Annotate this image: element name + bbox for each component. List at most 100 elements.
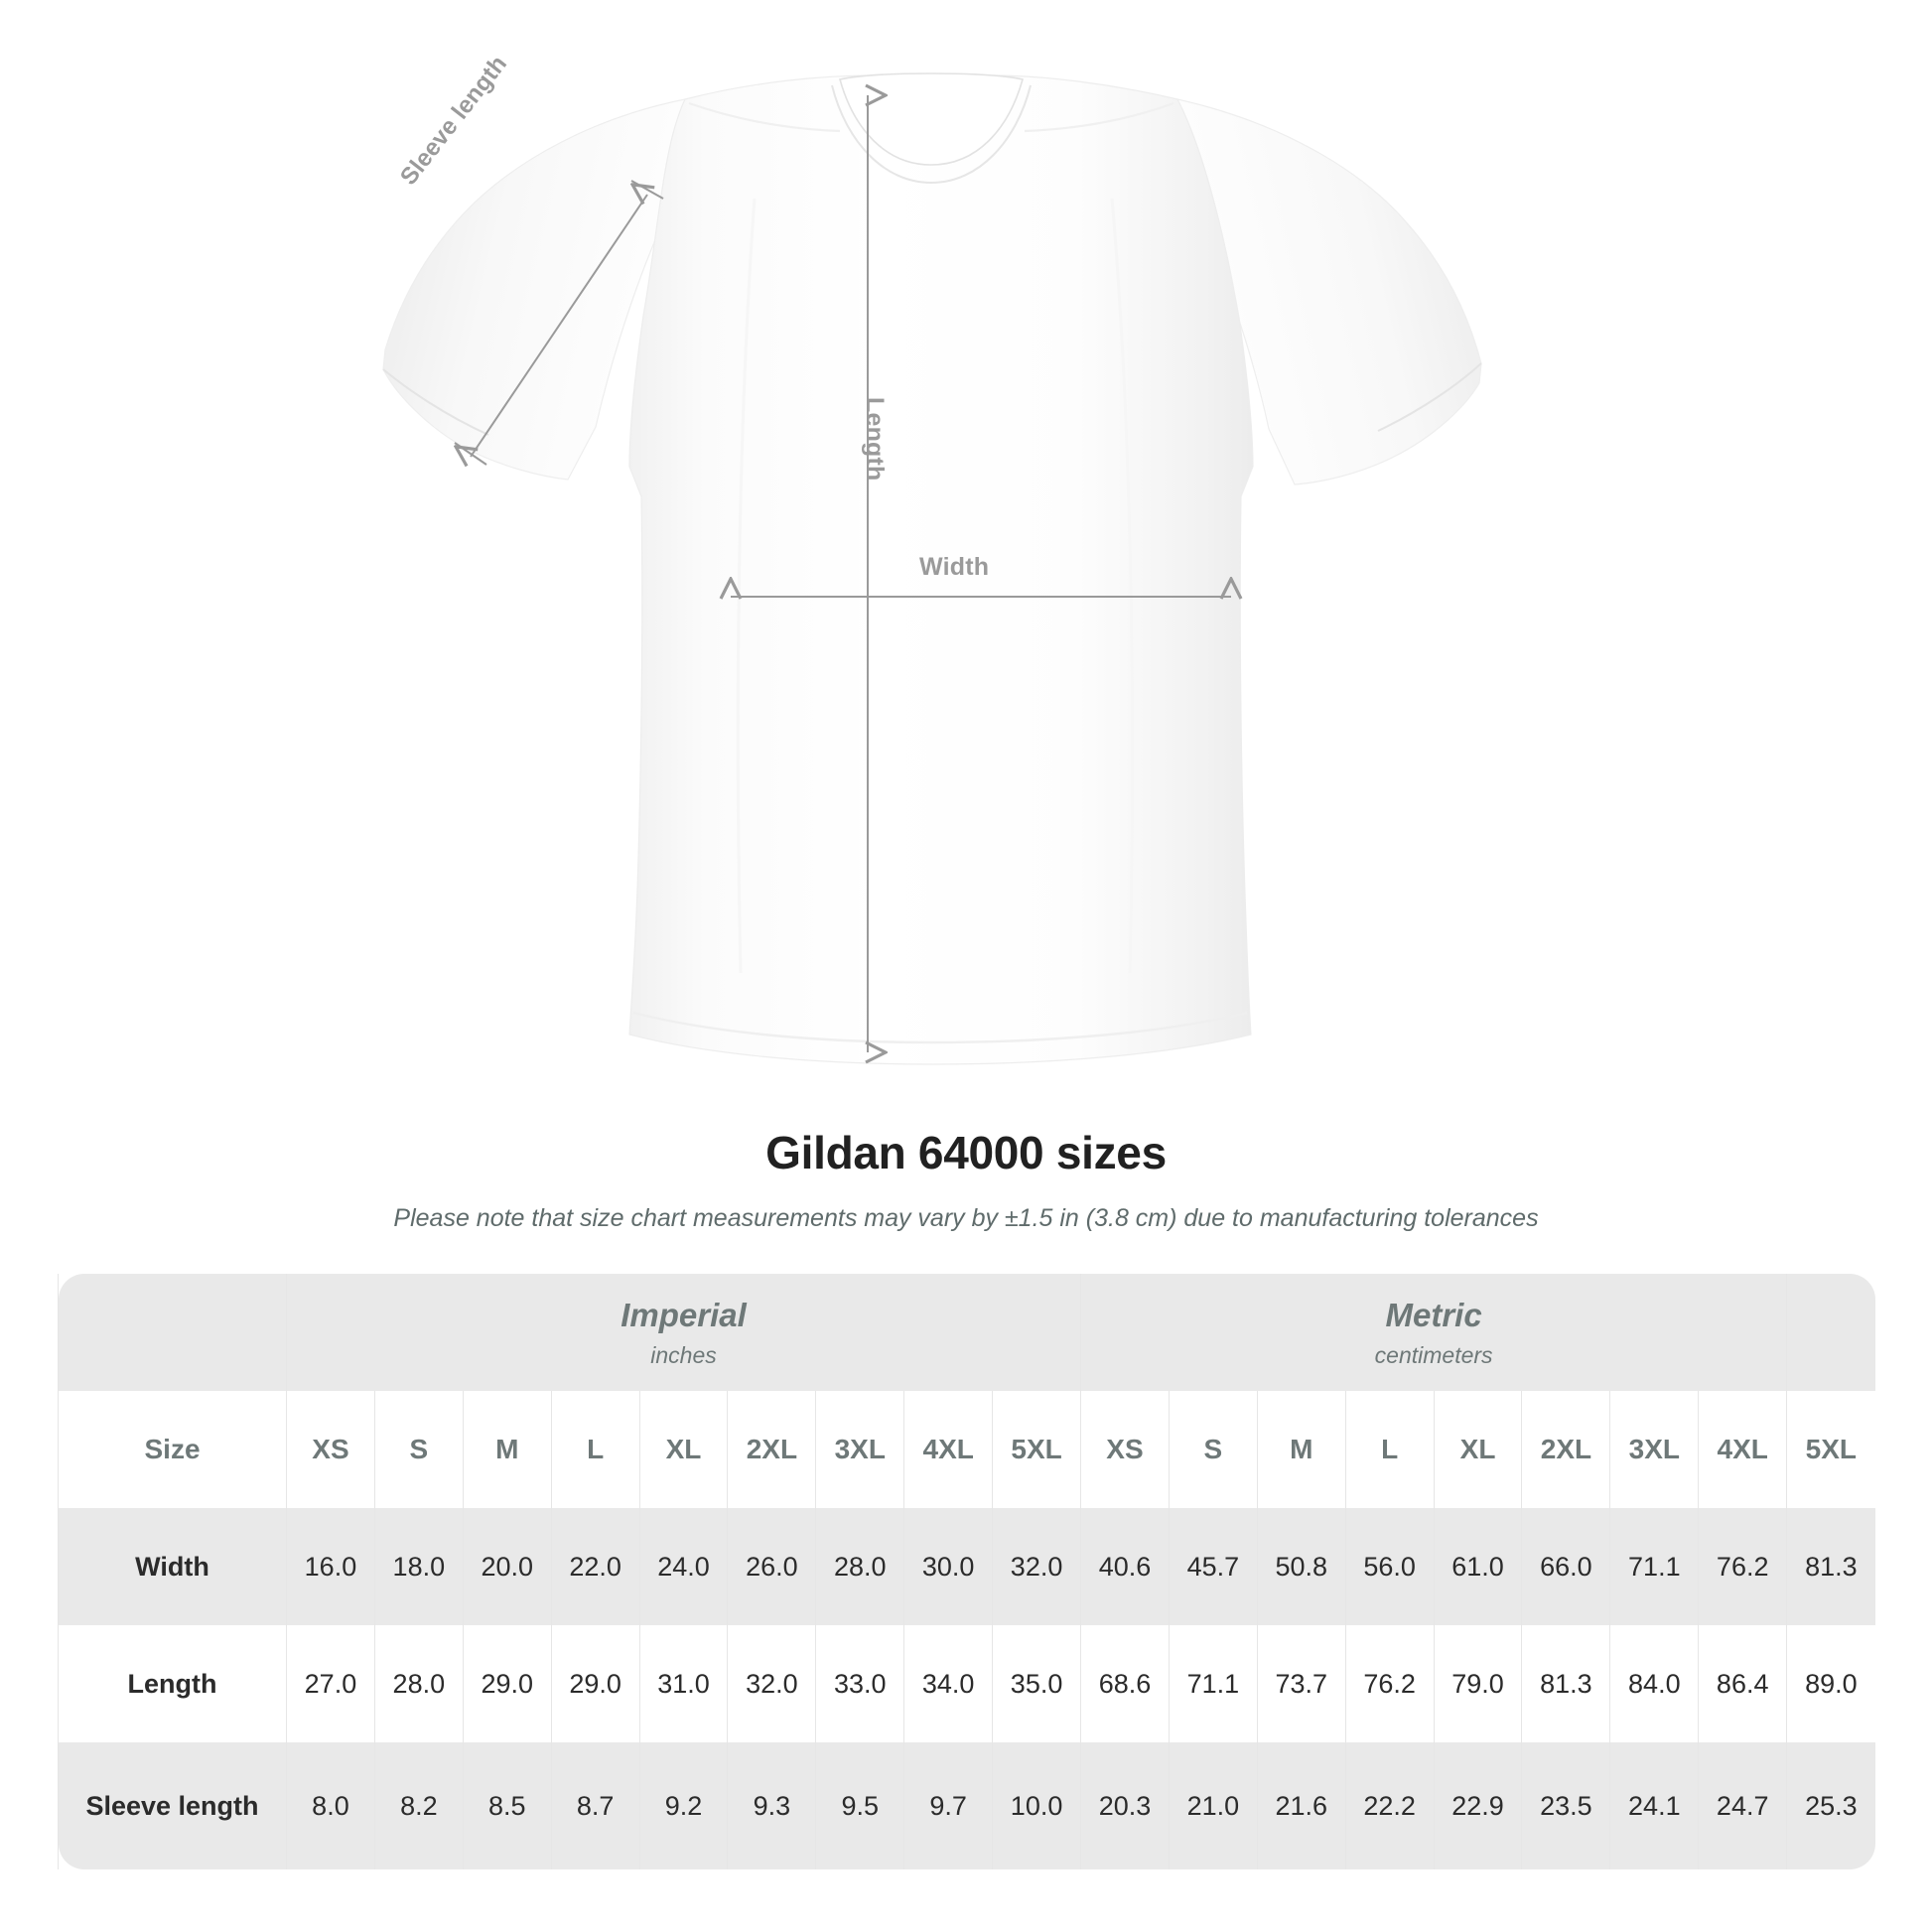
cell-width-imperial-xl: 24.0 xyxy=(638,1508,728,1625)
cell-length-metric-s: 71.1 xyxy=(1168,1625,1258,1742)
size-header-metric-5xl: 5XL xyxy=(1786,1391,1875,1508)
size-header-metric-xl: XL xyxy=(1433,1391,1522,1508)
cell-length-metric-xl: 79.0 xyxy=(1433,1625,1522,1742)
cell-length-metric-l: 76.2 xyxy=(1344,1625,1435,1742)
cell-sleeve-metric-xs: 20.3 xyxy=(1080,1742,1170,1869)
tshirt-bottom-hem xyxy=(632,1011,1248,1044)
unit-group-imperial-name: Imperial xyxy=(621,1296,747,1333)
size-header-metric-xs: XS xyxy=(1080,1391,1170,1508)
cell-sleeve-metric-4xl: 24.7 xyxy=(1698,1742,1787,1869)
tshirt-right-cuff xyxy=(1377,362,1482,432)
unit-header-end xyxy=(1786,1274,1875,1391)
cell-sleeve-metric-m: 21.6 xyxy=(1256,1742,1346,1869)
cell-width-metric-xl: 61.0 xyxy=(1433,1508,1522,1625)
cell-width-metric-l: 56.0 xyxy=(1344,1508,1435,1625)
unit-group-imperial: Imperial inches xyxy=(285,1274,1081,1391)
cell-sleeve-metric-xl: 22.9 xyxy=(1433,1742,1522,1869)
cell-length-metric-2xl: 81.3 xyxy=(1521,1625,1610,1742)
length-label: Length xyxy=(861,397,889,482)
cell-width-imperial-5xl: 32.0 xyxy=(992,1508,1081,1625)
cell-sleeve-imperial-xs: 8.0 xyxy=(286,1742,375,1869)
size-header-imperial-5xl: 5XL xyxy=(992,1391,1081,1508)
row-label-length: Length xyxy=(58,1625,287,1742)
cell-length-imperial-xs: 27.0 xyxy=(286,1625,375,1742)
cell-length-imperial-xl: 31.0 xyxy=(638,1625,728,1742)
cell-width-metric-5xl: 81.3 xyxy=(1786,1508,1875,1625)
chart-heading: Gildan 64000 sizes Please note that size… xyxy=(0,1122,1932,1235)
cell-sleeve-metric-2xl: 23.5 xyxy=(1521,1742,1610,1869)
cell-width-imperial-3xl: 28.0 xyxy=(815,1508,904,1625)
cell-length-imperial-l: 29.0 xyxy=(550,1625,640,1742)
table-row-length: Length 27.0 28.0 29.0 29.0 31.0 32.0 33.… xyxy=(58,1625,1875,1742)
size-header-imperial-xl: XL xyxy=(638,1391,728,1508)
size-header-imperial-l: L xyxy=(550,1391,640,1508)
unit-header-row: Imperial inches Metric centimeters xyxy=(58,1274,1875,1391)
width-label: Width xyxy=(919,553,990,581)
size-row-label: Size xyxy=(58,1391,287,1508)
cell-width-metric-xs: 40.6 xyxy=(1080,1508,1170,1625)
cell-length-metric-xs: 68.6 xyxy=(1080,1625,1170,1742)
tshirt-shoulder-seam-left xyxy=(688,101,841,133)
cell-sleeve-metric-l: 22.2 xyxy=(1344,1742,1435,1869)
size-header-imperial-3xl: 3XL xyxy=(815,1391,904,1508)
size-header-metric-s: S xyxy=(1168,1391,1258,1508)
cell-sleeve-imperial-3xl: 9.5 xyxy=(815,1742,904,1869)
size-header-imperial-s: S xyxy=(373,1391,464,1508)
size-header-imperial-xs: XS xyxy=(286,1391,375,1508)
tshirt-collar-stitch xyxy=(831,84,1032,185)
cell-width-metric-4xl: 76.2 xyxy=(1698,1508,1787,1625)
size-header-metric-m: M xyxy=(1256,1391,1346,1508)
cell-length-imperial-m: 29.0 xyxy=(462,1625,552,1742)
cell-width-metric-2xl: 66.0 xyxy=(1521,1508,1610,1625)
size-header-imperial-4xl: 4XL xyxy=(903,1391,993,1508)
tolerance-note: Please note that size chart measurements… xyxy=(393,1204,1539,1233)
tshirt-diagram: Sleeve length Length Width xyxy=(382,51,1482,1065)
cell-width-metric-s: 45.7 xyxy=(1168,1508,1258,1625)
cell-length-imperial-2xl: 32.0 xyxy=(727,1625,816,1742)
sleeve-tick-top xyxy=(630,180,664,200)
cell-sleeve-imperial-m: 8.5 xyxy=(462,1742,552,1869)
size-table-container: Imperial inches Metric centimeters Size … xyxy=(58,1274,1875,1869)
size-header-imperial-m: M xyxy=(462,1391,552,1508)
cell-width-metric-m: 50.8 xyxy=(1256,1508,1346,1625)
size-header-metric-l: L xyxy=(1344,1391,1435,1508)
cell-sleeve-metric-3xl: 24.1 xyxy=(1609,1742,1699,1869)
cell-width-imperial-4xl: 30.0 xyxy=(903,1508,993,1625)
tshirt-fold-1 xyxy=(736,198,757,974)
table-row-sleeve-length: Sleeve length 8.0 8.2 8.5 8.7 9.2 9.3 9.… xyxy=(58,1742,1875,1869)
cell-length-metric-3xl: 84.0 xyxy=(1609,1625,1699,1742)
cell-length-imperial-3xl: 33.0 xyxy=(815,1625,904,1742)
table-row-width: Width 16.0 18.0 20.0 22.0 24.0 26.0 28.0… xyxy=(58,1508,1875,1625)
cell-sleeve-imperial-l: 8.7 xyxy=(550,1742,640,1869)
cell-length-metric-4xl: 86.4 xyxy=(1698,1625,1787,1742)
unit-group-metric-sub: centimeters xyxy=(1374,1341,1493,1368)
row-label-width: Width xyxy=(58,1508,287,1625)
size-header-row: Size XS S M L XL 2XL 3XL 4XL 5XL XS S M … xyxy=(58,1391,1875,1508)
sleeve-tick-bottom xyxy=(454,442,487,466)
tshirt-fold-2 xyxy=(1110,198,1135,974)
cell-sleeve-metric-5xl: 25.3 xyxy=(1786,1742,1875,1869)
cell-sleeve-imperial-xl: 9.2 xyxy=(638,1742,728,1869)
cell-length-imperial-s: 28.0 xyxy=(373,1625,464,1742)
size-table: Imperial inches Metric centimeters Size … xyxy=(58,1274,1875,1869)
unit-group-imperial-sub: inches xyxy=(650,1341,717,1368)
cell-length-metric-5xl: 89.0 xyxy=(1786,1625,1875,1742)
sleeve-length-measure-line xyxy=(471,195,647,457)
cell-length-imperial-5xl: 35.0 xyxy=(992,1625,1081,1742)
cell-sleeve-imperial-4xl: 9.7 xyxy=(903,1742,993,1869)
unit-header-spacer xyxy=(58,1274,287,1391)
tshirt-right-sleeve xyxy=(1176,98,1482,485)
cell-width-imperial-s: 18.0 xyxy=(373,1508,464,1625)
size-header-metric-4xl: 4XL xyxy=(1698,1391,1787,1508)
cell-width-imperial-m: 20.0 xyxy=(462,1508,552,1625)
unit-group-metric-name: Metric xyxy=(1385,1296,1482,1333)
cell-width-metric-3xl: 71.1 xyxy=(1609,1508,1699,1625)
cell-width-imperial-xs: 16.0 xyxy=(286,1508,375,1625)
page-title: Gildan 64000 sizes xyxy=(765,1127,1167,1178)
cell-sleeve-imperial-5xl: 10.0 xyxy=(992,1742,1081,1869)
cell-sleeve-imperial-2xl: 9.3 xyxy=(727,1742,816,1869)
cell-width-imperial-l: 22.0 xyxy=(550,1508,640,1625)
cell-length-metric-m: 73.7 xyxy=(1256,1625,1346,1742)
tshirt-body xyxy=(628,74,1254,1065)
